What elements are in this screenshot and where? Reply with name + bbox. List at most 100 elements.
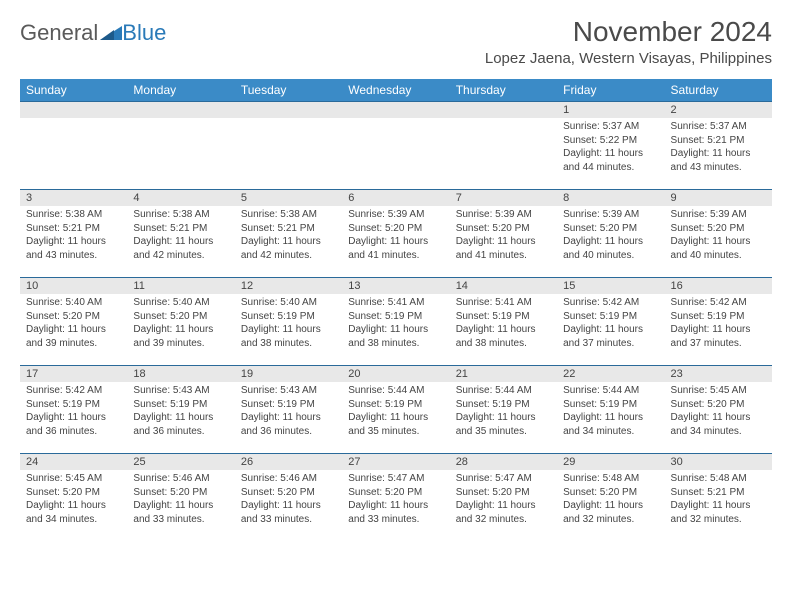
day-cell: 11Sunrise: 5:40 AMSunset: 5:20 PMDayligh… bbox=[127, 278, 234, 366]
daylight-text: Daylight: 11 hours and 44 minutes. bbox=[563, 147, 658, 174]
daylight-text: Daylight: 11 hours and 34 minutes. bbox=[563, 411, 658, 438]
daylight-text: Daylight: 11 hours and 33 minutes. bbox=[133, 499, 228, 526]
sunset-text: Sunset: 5:21 PM bbox=[671, 134, 766, 148]
day-number: 17 bbox=[20, 366, 127, 382]
sunrise-text: Sunrise: 5:38 AM bbox=[241, 208, 336, 222]
day-number: 29 bbox=[557, 454, 664, 470]
day-details: Sunrise: 5:40 AMSunset: 5:19 PMDaylight:… bbox=[235, 294, 342, 356]
day-number: 24 bbox=[20, 454, 127, 470]
sunrise-text: Sunrise: 5:43 AM bbox=[241, 384, 336, 398]
day-details: Sunrise: 5:43 AMSunset: 5:19 PMDaylight:… bbox=[235, 382, 342, 444]
day-details bbox=[342, 118, 449, 126]
day-number: 25 bbox=[127, 454, 234, 470]
day-cell: 17Sunrise: 5:42 AMSunset: 5:19 PMDayligh… bbox=[20, 366, 127, 454]
calendar-body: 1Sunrise: 5:37 AMSunset: 5:22 PMDaylight… bbox=[20, 102, 772, 542]
day-number: 6 bbox=[342, 190, 449, 206]
day-number: 26 bbox=[235, 454, 342, 470]
weekday-header: Sunday bbox=[20, 79, 127, 102]
sunrise-text: Sunrise: 5:41 AM bbox=[456, 296, 551, 310]
day-number bbox=[450, 102, 557, 118]
sunset-text: Sunset: 5:19 PM bbox=[348, 398, 443, 412]
daylight-text: Daylight: 11 hours and 37 minutes. bbox=[671, 323, 766, 350]
day-details: Sunrise: 5:48 AMSunset: 5:20 PMDaylight:… bbox=[557, 470, 664, 532]
day-cell bbox=[127, 102, 234, 190]
day-number: 5 bbox=[235, 190, 342, 206]
day-number: 18 bbox=[127, 366, 234, 382]
day-cell: 23Sunrise: 5:45 AMSunset: 5:20 PMDayligh… bbox=[665, 366, 772, 454]
daylight-text: Daylight: 11 hours and 41 minutes. bbox=[348, 235, 443, 262]
sunrise-text: Sunrise: 5:39 AM bbox=[348, 208, 443, 222]
day-cell: 2Sunrise: 5:37 AMSunset: 5:21 PMDaylight… bbox=[665, 102, 772, 190]
sunrise-text: Sunrise: 5:39 AM bbox=[456, 208, 551, 222]
logo-text-general: General bbox=[20, 20, 98, 46]
day-number: 12 bbox=[235, 278, 342, 294]
title-block: November 2024 Lopez Jaena, Western Visay… bbox=[485, 16, 772, 73]
day-cell: 27Sunrise: 5:47 AMSunset: 5:20 PMDayligh… bbox=[342, 454, 449, 542]
day-number bbox=[342, 102, 449, 118]
sunrise-text: Sunrise: 5:40 AM bbox=[133, 296, 228, 310]
day-details: Sunrise: 5:41 AMSunset: 5:19 PMDaylight:… bbox=[450, 294, 557, 356]
daylight-text: Daylight: 11 hours and 39 minutes. bbox=[26, 323, 121, 350]
day-number: 20 bbox=[342, 366, 449, 382]
sunset-text: Sunset: 5:19 PM bbox=[563, 310, 658, 324]
sunset-text: Sunset: 5:21 PM bbox=[133, 222, 228, 236]
day-cell: 28Sunrise: 5:47 AMSunset: 5:20 PMDayligh… bbox=[450, 454, 557, 542]
day-number: 19 bbox=[235, 366, 342, 382]
sunset-text: Sunset: 5:19 PM bbox=[456, 310, 551, 324]
day-cell: 12Sunrise: 5:40 AMSunset: 5:19 PMDayligh… bbox=[235, 278, 342, 366]
day-cell: 30Sunrise: 5:48 AMSunset: 5:21 PMDayligh… bbox=[665, 454, 772, 542]
day-cell: 19Sunrise: 5:43 AMSunset: 5:19 PMDayligh… bbox=[235, 366, 342, 454]
day-cell bbox=[20, 102, 127, 190]
header: General Blue November 2024 Lopez Jaena, … bbox=[20, 16, 772, 73]
sunrise-text: Sunrise: 5:42 AM bbox=[563, 296, 658, 310]
sunset-text: Sunset: 5:19 PM bbox=[456, 398, 551, 412]
day-cell: 1Sunrise: 5:37 AMSunset: 5:22 PMDaylight… bbox=[557, 102, 664, 190]
sunrise-text: Sunrise: 5:45 AM bbox=[671, 384, 766, 398]
logo-text-blue: Blue bbox=[122, 20, 166, 46]
day-cell: 20Sunrise: 5:44 AMSunset: 5:19 PMDayligh… bbox=[342, 366, 449, 454]
sunrise-text: Sunrise: 5:43 AM bbox=[133, 384, 228, 398]
sunrise-text: Sunrise: 5:47 AM bbox=[348, 472, 443, 486]
day-details: Sunrise: 5:42 AMSunset: 5:19 PMDaylight:… bbox=[20, 382, 127, 444]
day-details: Sunrise: 5:37 AMSunset: 5:22 PMDaylight:… bbox=[557, 118, 664, 180]
day-cell bbox=[342, 102, 449, 190]
day-number bbox=[127, 102, 234, 118]
day-details: Sunrise: 5:44 AMSunset: 5:19 PMDaylight:… bbox=[342, 382, 449, 444]
day-cell: 14Sunrise: 5:41 AMSunset: 5:19 PMDayligh… bbox=[450, 278, 557, 366]
day-details: Sunrise: 5:37 AMSunset: 5:21 PMDaylight:… bbox=[665, 118, 772, 180]
sunrise-text: Sunrise: 5:47 AM bbox=[456, 472, 551, 486]
sunrise-text: Sunrise: 5:37 AM bbox=[563, 120, 658, 134]
day-cell: 3Sunrise: 5:38 AMSunset: 5:21 PMDaylight… bbox=[20, 190, 127, 278]
day-cell: 10Sunrise: 5:40 AMSunset: 5:20 PMDayligh… bbox=[20, 278, 127, 366]
day-details: Sunrise: 5:43 AMSunset: 5:19 PMDaylight:… bbox=[127, 382, 234, 444]
sunrise-text: Sunrise: 5:38 AM bbox=[26, 208, 121, 222]
day-number: 23 bbox=[665, 366, 772, 382]
sunset-text: Sunset: 5:19 PM bbox=[348, 310, 443, 324]
sunset-text: Sunset: 5:20 PM bbox=[456, 222, 551, 236]
daylight-text: Daylight: 11 hours and 32 minutes. bbox=[563, 499, 658, 526]
sunset-text: Sunset: 5:22 PM bbox=[563, 134, 658, 148]
day-details: Sunrise: 5:38 AMSunset: 5:21 PMDaylight:… bbox=[20, 206, 127, 268]
daylight-text: Daylight: 11 hours and 36 minutes. bbox=[133, 411, 228, 438]
sunrise-text: Sunrise: 5:38 AM bbox=[133, 208, 228, 222]
daylight-text: Daylight: 11 hours and 34 minutes. bbox=[26, 499, 121, 526]
sunrise-text: Sunrise: 5:46 AM bbox=[133, 472, 228, 486]
daylight-text: Daylight: 11 hours and 38 minutes. bbox=[348, 323, 443, 350]
daylight-text: Daylight: 11 hours and 32 minutes. bbox=[456, 499, 551, 526]
week-row: 24Sunrise: 5:45 AMSunset: 5:20 PMDayligh… bbox=[20, 454, 772, 542]
day-cell: 15Sunrise: 5:42 AMSunset: 5:19 PMDayligh… bbox=[557, 278, 664, 366]
day-cell: 5Sunrise: 5:38 AMSunset: 5:21 PMDaylight… bbox=[235, 190, 342, 278]
day-details: Sunrise: 5:38 AMSunset: 5:21 PMDaylight:… bbox=[127, 206, 234, 268]
daylight-text: Daylight: 11 hours and 32 minutes. bbox=[671, 499, 766, 526]
day-cell bbox=[235, 102, 342, 190]
weekday-header-row: Sunday Monday Tuesday Wednesday Thursday… bbox=[20, 79, 772, 102]
day-details bbox=[450, 118, 557, 126]
day-number: 8 bbox=[557, 190, 664, 206]
day-details: Sunrise: 5:45 AMSunset: 5:20 PMDaylight:… bbox=[665, 382, 772, 444]
daylight-text: Daylight: 11 hours and 38 minutes. bbox=[456, 323, 551, 350]
weekday-header: Wednesday bbox=[342, 79, 449, 102]
sunset-text: Sunset: 5:20 PM bbox=[671, 222, 766, 236]
sunrise-text: Sunrise: 5:44 AM bbox=[456, 384, 551, 398]
sunset-text: Sunset: 5:21 PM bbox=[241, 222, 336, 236]
day-number: 9 bbox=[665, 190, 772, 206]
